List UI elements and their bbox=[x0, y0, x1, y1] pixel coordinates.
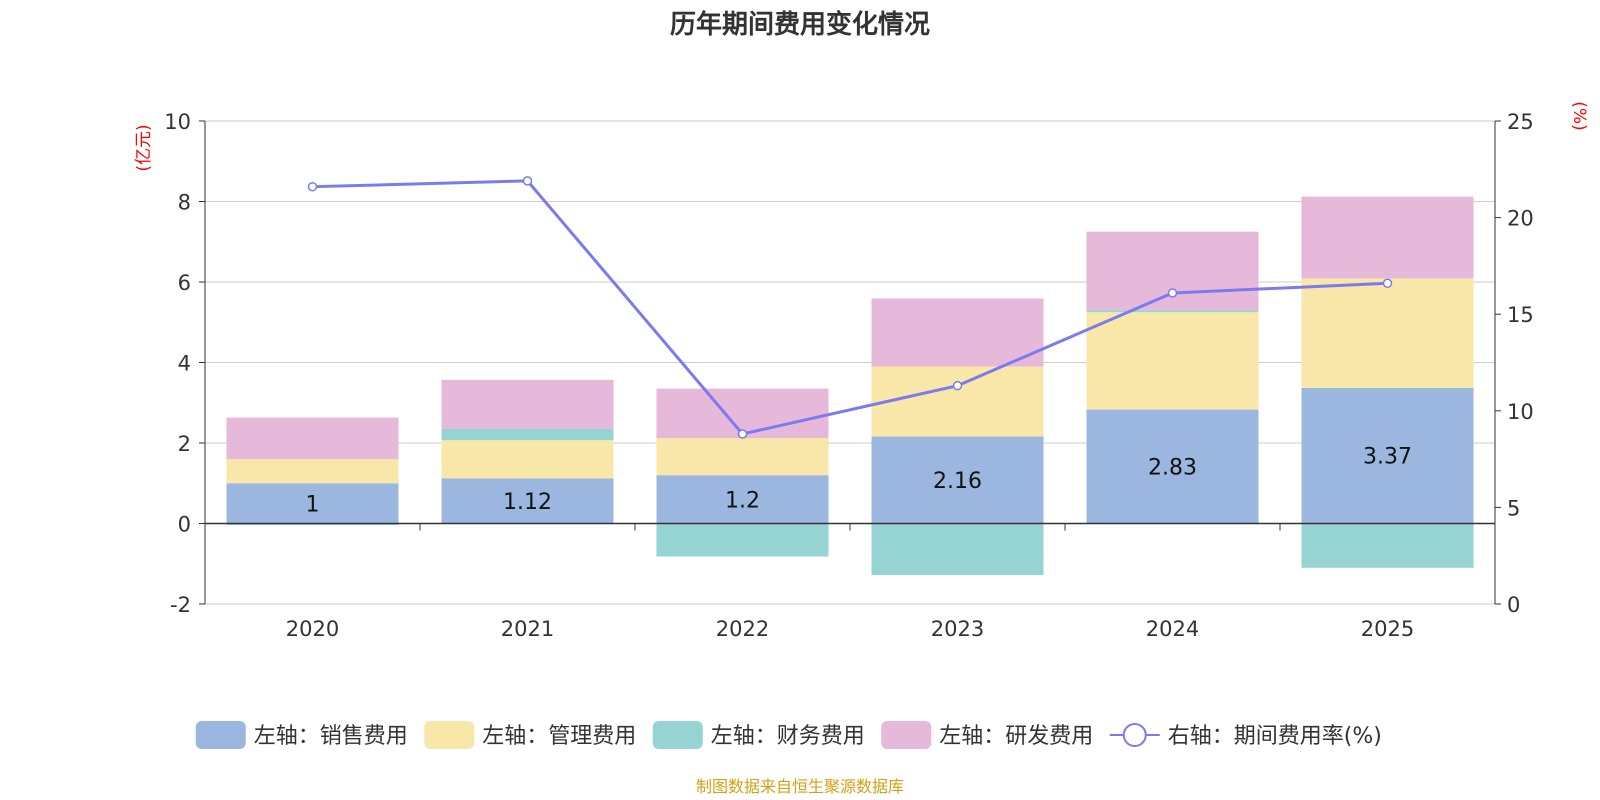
bar-segment-1 bbox=[871, 366, 1044, 437]
legend-swatch bbox=[195, 721, 246, 749]
bar-segment-0 bbox=[656, 475, 829, 524]
left-tick-label: -2 bbox=[170, 593, 191, 617]
rate-point bbox=[1167, 288, 1178, 298]
right-tick-label: 15 bbox=[1507, 303, 1534, 327]
bar-segment-0 bbox=[441, 478, 614, 524]
grid-lines bbox=[205, 120, 1495, 605]
bar-segment-1 bbox=[656, 438, 829, 476]
bar-segment-1 bbox=[441, 440, 614, 479]
right-tick-label: 10 bbox=[1507, 400, 1534, 424]
bar-segment-3 bbox=[226, 417, 399, 460]
right-tick-label: 20 bbox=[1507, 207, 1534, 231]
legend-swatch bbox=[881, 721, 932, 749]
rate-point bbox=[522, 176, 533, 186]
bar-data-label: 3.37 bbox=[1363, 445, 1412, 470]
x-tick-label: 2023 bbox=[931, 617, 984, 641]
bar-segment-2 bbox=[1086, 310, 1259, 313]
bar-segment-2 bbox=[226, 523, 399, 526]
bar-segment-1 bbox=[1086, 312, 1259, 410]
bar-segment-2 bbox=[656, 523, 829, 557]
chart-title: 历年期间费用变化情况 bbox=[670, 9, 930, 40]
bar-data-label: 1.2 bbox=[725, 488, 760, 513]
rate-point bbox=[1382, 278, 1393, 289]
right-tick-label: 5 bbox=[1507, 496, 1520, 520]
bar-segment-0 bbox=[871, 436, 1044, 524]
x-tick-label: 2024 bbox=[1146, 617, 1199, 641]
left-tick-label: 6 bbox=[178, 271, 191, 295]
bar-segment-1 bbox=[226, 459, 399, 484]
bar-data-label: 2.83 bbox=[1148, 456, 1197, 481]
rate-line bbox=[307, 176, 1393, 439]
legend-swatch bbox=[652, 721, 703, 749]
bar-segment-2 bbox=[1301, 523, 1474, 568]
left-axis-unit: (亿元) bbox=[134, 124, 154, 171]
legend: 左轴：销售费用 左轴：管理费用 左轴：财务费用 左轴：研发费用 右轴：期间费用率(%) bbox=[195, 721, 1382, 749]
rate-point bbox=[737, 429, 748, 439]
right-tick-label: 25 bbox=[1507, 110, 1534, 134]
bar-segment-3 bbox=[441, 379, 614, 429]
x-tick-label: 2020 bbox=[286, 617, 339, 641]
bars bbox=[226, 196, 1474, 576]
bar-segment-0 bbox=[1086, 409, 1259, 524]
bar-segment-0 bbox=[1301, 387, 1474, 524]
legend-label: 左轴：研发费用 bbox=[939, 724, 1093, 749]
x-tick-label: 2025 bbox=[1361, 617, 1414, 641]
rate-point bbox=[307, 181, 318, 192]
legend-label: 右轴：期间费用率(%) bbox=[1168, 724, 1382, 749]
right-tick-label: 0 bbox=[1507, 593, 1520, 617]
legend-swatch bbox=[424, 721, 475, 749]
bar-data-label: 2.16 bbox=[933, 469, 982, 494]
left-tick-label: 2 bbox=[178, 432, 191, 456]
legend-label: 左轴：管理费用 bbox=[482, 724, 636, 749]
right-axis-unit: (%) bbox=[1569, 101, 1589, 130]
x-tick-label: 2022 bbox=[716, 617, 769, 641]
bar-segment-2 bbox=[441, 428, 614, 441]
bar-data-label: 1.12 bbox=[503, 490, 552, 515]
left-tick-label: 4 bbox=[178, 352, 191, 376]
left-tick-label: 10 bbox=[164, 110, 191, 134]
source-note: 制图数据来自恒生聚源数据库 bbox=[696, 777, 904, 796]
x-tick-label: 2021 bbox=[501, 617, 554, 641]
bar-segment-3 bbox=[1301, 196, 1474, 279]
legend-label: 左轴：财务费用 bbox=[711, 724, 865, 749]
bar-segment-1 bbox=[1301, 278, 1474, 388]
bar-segment-3 bbox=[871, 298, 1044, 367]
bar-segment-3 bbox=[1086, 231, 1259, 311]
rate-point bbox=[952, 380, 963, 391]
left-tick-label: 0 bbox=[178, 513, 191, 537]
legend-marker bbox=[1122, 723, 1147, 747]
bar-segment-2 bbox=[871, 523, 1044, 576]
legend-label: 左轴：销售费用 bbox=[254, 724, 408, 749]
rate-line-path bbox=[312, 179, 1388, 436]
bar-data-label: 1 bbox=[306, 492, 320, 517]
data-labels: 1 1.12 1.2 2.16 2.83 3.37 bbox=[306, 445, 1412, 518]
left-tick-label: 8 bbox=[178, 191, 191, 215]
bar-segment-0 bbox=[226, 483, 399, 524]
